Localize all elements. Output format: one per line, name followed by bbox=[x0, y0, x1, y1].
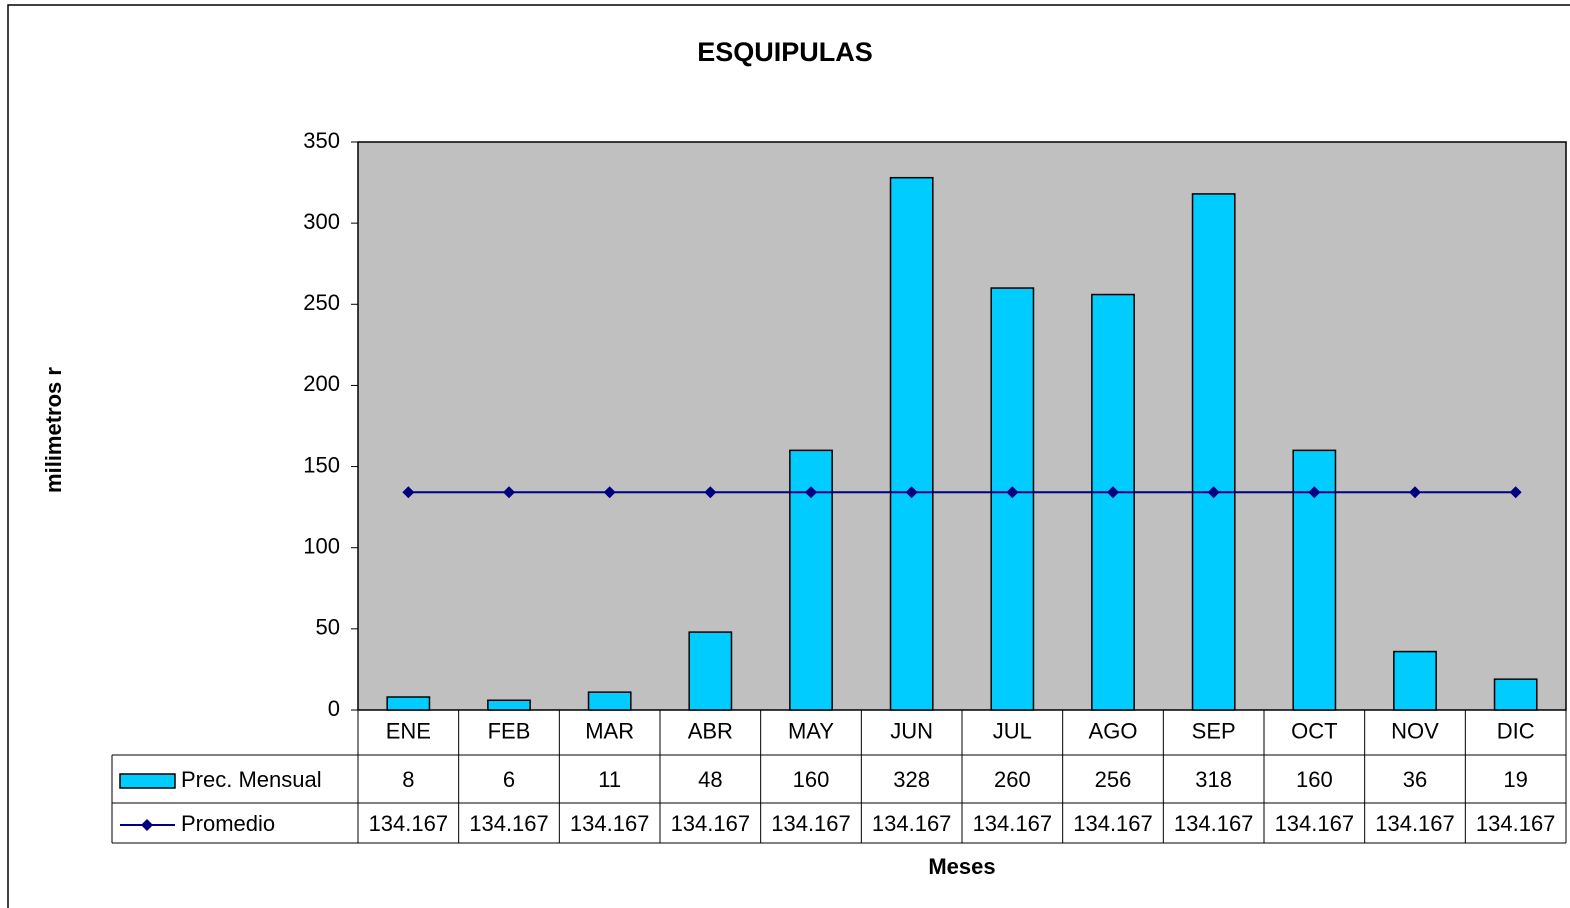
marker bbox=[603, 486, 616, 499]
table-value: 134.167 bbox=[570, 811, 650, 836]
table-value: 256 bbox=[1095, 767, 1132, 792]
marker bbox=[1308, 486, 1321, 499]
y-tick-label: 300 bbox=[303, 209, 340, 234]
y-tick-label: 200 bbox=[303, 371, 340, 396]
table-value: 48 bbox=[698, 767, 722, 792]
x-axis-title: Meses bbox=[928, 854, 995, 879]
marker bbox=[402, 486, 415, 499]
x-tick-label: ENE bbox=[386, 718, 431, 743]
bar bbox=[587, 691, 632, 711]
table-value: 8 bbox=[402, 767, 414, 792]
y-tick-label: 150 bbox=[303, 452, 340, 477]
legend-key bbox=[119, 773, 176, 789]
table-value: 134.167 bbox=[1476, 811, 1556, 836]
table-value: 6 bbox=[503, 767, 515, 792]
x-tick-label: JUL bbox=[993, 718, 1032, 743]
table-value: 134.167 bbox=[771, 811, 851, 836]
table-value: 134.167 bbox=[671, 811, 751, 836]
marker bbox=[1409, 486, 1421, 499]
table-value: 36 bbox=[1403, 767, 1427, 792]
x-tick-label: AGO bbox=[1089, 718, 1138, 743]
bar bbox=[889, 176, 934, 711]
bar bbox=[487, 699, 531, 711]
x-tick-label: MAR bbox=[585, 718, 634, 743]
marker bbox=[1006, 486, 1019, 499]
x-tick-label: MAY bbox=[788, 718, 834, 743]
y-tick-label: 250 bbox=[303, 290, 340, 315]
marker bbox=[1509, 486, 1522, 499]
marker bbox=[503, 486, 515, 499]
bar bbox=[386, 696, 431, 711]
bar bbox=[1191, 193, 1236, 711]
bar bbox=[1493, 678, 1538, 711]
table-value: 134.167 bbox=[973, 811, 1053, 836]
table-value: 318 bbox=[1195, 767, 1232, 792]
x-tick-label: FEB bbox=[488, 718, 531, 743]
x-tick-label: OCT bbox=[1291, 718, 1337, 743]
table-value: 260 bbox=[994, 767, 1031, 792]
bar bbox=[1393, 650, 1437, 711]
table-value: 134.167 bbox=[1174, 811, 1254, 836]
plot-area bbox=[357, 141, 1567, 711]
table-value: 134.167 bbox=[1275, 811, 1355, 836]
table-value: 11 bbox=[598, 767, 621, 792]
marker bbox=[704, 486, 717, 499]
table-value: 19 bbox=[1503, 767, 1527, 792]
table-value: 134.167 bbox=[469, 811, 549, 836]
legend-label: Promedio bbox=[181, 811, 275, 836]
table-value: 134.167 bbox=[872, 811, 952, 836]
y-axis-title: milimetros r bbox=[41, 367, 66, 493]
table-value: 160 bbox=[793, 767, 830, 792]
y-tick-label: 350 bbox=[303, 128, 340, 153]
table-value: 134.167 bbox=[369, 811, 449, 836]
chart-title: ESQUIPULAS bbox=[697, 37, 873, 67]
legend-key bbox=[141, 819, 153, 831]
marker bbox=[905, 486, 918, 499]
x-tick-label: NOV bbox=[1391, 718, 1439, 743]
marker bbox=[805, 486, 817, 499]
table-value: 160 bbox=[1296, 767, 1333, 792]
bar bbox=[1292, 449, 1337, 711]
table-value: 328 bbox=[893, 767, 930, 792]
bar bbox=[990, 287, 1035, 711]
legend-label: Prec. Mensual bbox=[181, 767, 322, 792]
y-tick-label: 50 bbox=[316, 615, 340, 640]
x-tick-label: JUN bbox=[890, 718, 933, 743]
marker bbox=[1207, 486, 1220, 499]
x-tick-label: ABR bbox=[688, 718, 733, 743]
table-value: 134.167 bbox=[1073, 811, 1153, 836]
bar bbox=[1091, 293, 1135, 711]
bar bbox=[688, 631, 733, 711]
table-value: 134.167 bbox=[1375, 811, 1455, 836]
y-tick-label: 0 bbox=[328, 696, 340, 721]
marker bbox=[1107, 486, 1119, 499]
y-tick-label: 100 bbox=[303, 534, 340, 559]
x-tick-label: SEP bbox=[1192, 718, 1236, 743]
x-tick-label: DIC bbox=[1497, 718, 1535, 743]
